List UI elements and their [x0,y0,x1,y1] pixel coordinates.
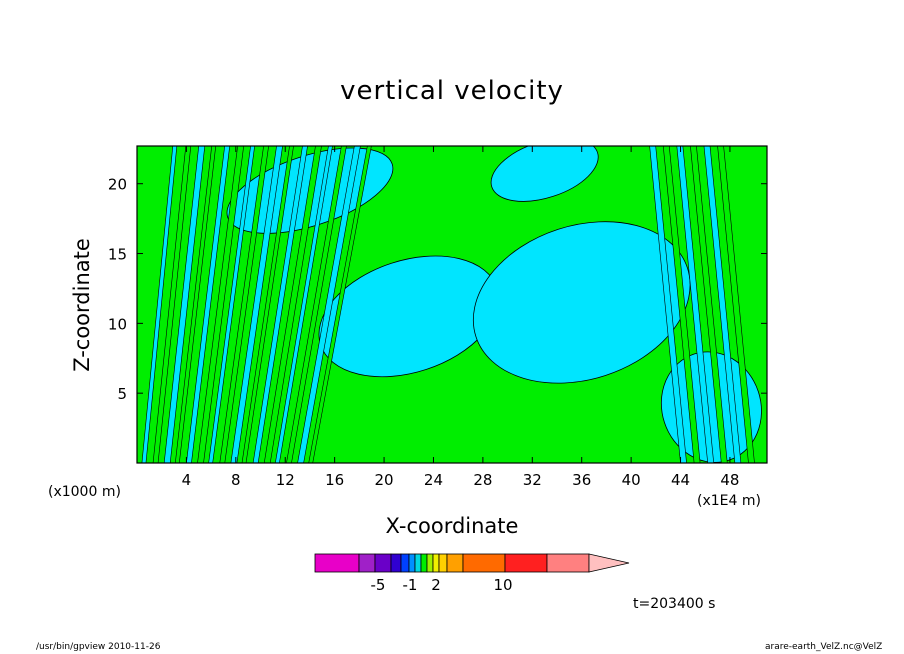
wave-band [717,146,755,463]
colorbar-arrow [588,553,630,573]
y-tick-label: 15 [108,246,127,264]
wave-band [662,146,701,463]
chart-title: vertical velocity [340,76,564,106]
wave-band [275,146,333,463]
wave-band [676,146,715,463]
colorbar-swatch [546,553,590,573]
wave-band [286,146,347,463]
colorbar: -5 -1 2 10 [314,553,630,594]
colorbar-swatch [432,553,440,573]
wave-band [649,146,687,463]
x-tick-label: 28 [473,471,492,489]
footer-program-date: /usr/bin/gpview 2010-11-26 [36,642,161,652]
wave-band [208,146,255,463]
colorbar-tick-label: 10 [493,576,512,594]
wave-band [703,146,742,463]
footer-file-variable: arare-earth_VelZ.nc@VelZ [765,642,883,652]
y-tick-label: 10 [108,315,127,333]
colorbar-tick-label: 2 [431,576,441,594]
x-tick-label: 12 [276,471,295,489]
wave-band [197,146,244,463]
colorbar-swatch [374,553,392,573]
downdraft-region [472,221,691,384]
wave-band [152,146,192,463]
x-tick-label: 40 [622,471,641,489]
wave-band [186,146,231,463]
x-axis-label: X-coordinate [385,514,519,538]
colorbar-swatch [314,553,360,573]
x-tick-label: 32 [523,471,542,489]
colorbar-swatch [438,553,448,573]
x-tick-label: 36 [572,471,591,489]
y-tick-label: 20 [108,176,127,194]
y-tick-label: 5 [117,385,127,403]
colorbar-swatch [426,553,434,573]
wave-band [263,146,322,463]
time-label: t=203400 s [633,596,716,612]
x-tick-label: 16 [325,471,344,489]
colorbar-swatch [420,553,428,573]
colorbar-tick-label: -1 [403,576,418,594]
colorbar-swatch [390,553,402,573]
colorbar-swatch [504,553,548,573]
wave-band [219,146,269,463]
colorbar-swatch [414,553,422,573]
x-tick-label: 20 [375,471,394,489]
x-tick-label: 24 [424,471,443,489]
x-unit-label-secondary: (x1E4 m) [697,493,761,509]
x-tick-label: 48 [720,471,739,489]
y-axis-label: Z-coordinate [70,238,94,372]
downdraft-region [490,146,599,202]
wave-band [141,146,178,463]
x-tick-label: 44 [671,471,690,489]
colorbar-tick-label: -5 [371,576,386,594]
wave-band [241,146,294,463]
wave-band [308,146,372,463]
x-tick-label: 8 [231,471,241,489]
x-tick-label: 4 [182,471,192,489]
colorbar-swatch [446,553,464,573]
colorbar-swatch [358,553,376,573]
wave-band [297,146,361,463]
colorbar-swatch [462,553,506,573]
colorbar-swatch [400,553,410,573]
x-unit-label: (x1000 m) [48,484,121,500]
wave-band [163,146,206,463]
colorbar-swatch [408,553,416,573]
wave-band [230,146,283,463]
wave-band [690,146,728,463]
plot-frame [136,145,768,464]
wave-band [252,146,308,463]
wave-band [174,146,217,463]
